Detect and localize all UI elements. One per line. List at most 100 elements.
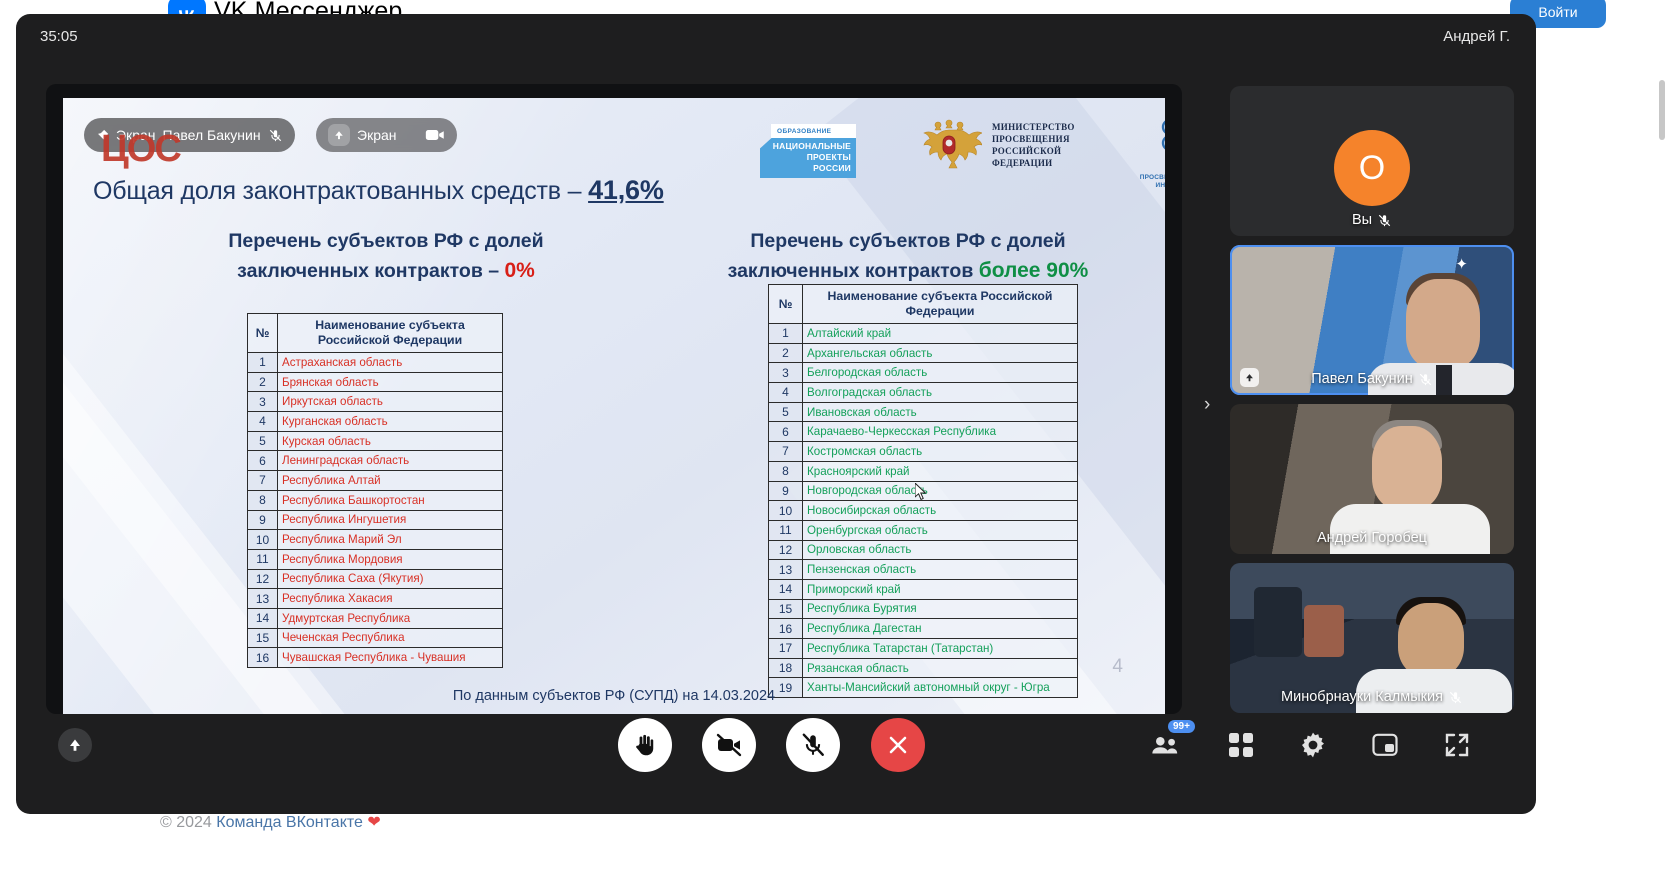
row-number: 10 (768, 500, 803, 521)
row-number: 7 (768, 441, 803, 462)
row-number: 11 (247, 548, 278, 570)
decor (1436, 365, 1452, 395)
row-subject-name: Оренбургская область (802, 519, 1078, 541)
row-number: 2 (247, 371, 278, 393)
row-number: 19 (768, 677, 803, 699)
left-title-line2: заключенных контрактов – (237, 260, 505, 282)
row-number: 11 (768, 519, 803, 541)
ministry-logo-text: МИНИСТЕРСТВО ПРОСВЕЩЕНИЯ РОССИЙСКОЙ ФЕДЕРАЦ… (992, 122, 1075, 168)
cpi-logo-text: ЦЕНТРПРОСВЕТИТЕЛЬСКИХИНИЦИАТИВ (1139, 174, 1165, 189)
layout-grid-button[interactable] (1224, 728, 1258, 762)
self-display-name: Андрей Г. (1443, 28, 1510, 45)
row-subject-name: Рязанская область (802, 657, 1078, 679)
participant-rail: О Вы ✦ Павел Бакунин (1230, 86, 1514, 722)
participant-tile-presenter[interactable]: ✦ Павел Бакунин (1230, 245, 1514, 395)
row-number: 5 (768, 401, 803, 423)
participant-tile-self[interactable]: О Вы (1230, 86, 1514, 236)
picture-in-picture-button[interactable] (1368, 728, 1402, 762)
table-row: 6 Карачаево-Черкесская Республика (768, 421, 1078, 443)
row-subject-name: Республика Хакасия (277, 588, 503, 609)
table-row: 1 Алтайский край (768, 323, 1078, 344)
row-subject-name: Новосибирская область (802, 500, 1078, 521)
np-logo-lines: НАЦИОНАЛЬНЫЕ ПРОЕКТЫ РОССИИ (760, 138, 856, 178)
left-column-title: Перечень субъектов РФ с долей заключенны… (196, 226, 576, 286)
double-headed-eagle-icon (923, 119, 982, 169)
table-row: 2 Брянская область (247, 371, 503, 393)
table-row: 18 Рязанская область (768, 657, 1078, 679)
footer-team-link[interactable]: Команда ВКонтакте (216, 814, 363, 831)
row-subject-name: Удмуртская Республика (277, 607, 503, 629)
row-subject-name: Ивановская область (802, 401, 1078, 423)
participant-tile-2[interactable]: Андрей Горобец (1230, 404, 1514, 554)
mic-off-icon (269, 129, 281, 141)
row-subject-name: Иркутская область (277, 391, 503, 413)
row-number: 13 (247, 588, 278, 609)
table-row: 12 Республика Саха (Якутия) (247, 568, 503, 590)
presenter-pill[interactable]: Экран Павел Бакунин (84, 118, 295, 152)
heading-percentage: 41,6% (588, 175, 664, 205)
row-number: 12 (768, 539, 803, 561)
table-body-left: 1 Астраханская область 2 Брянская область 3 И… (247, 352, 503, 668)
row-subject-name: Республика Мордовия (277, 548, 503, 570)
row-number: 8 (247, 489, 278, 511)
share-screen-button[interactable] (58, 728, 92, 762)
row-subject-name: Чеченская Республика (277, 627, 503, 649)
participant-name-row: Минобрнауки Калмыкия (1230, 689, 1514, 705)
column-header-num: № (247, 313, 278, 353)
camera-icon (425, 130, 444, 140)
row-number: 15 (247, 627, 278, 649)
row-subject-name: Новгородская область (802, 480, 1078, 502)
table-row: 7 Республика Алтай (247, 470, 503, 491)
shared-screen-area[interactable]: ОБРАЗОВАНИЕ НАЦИОНАЛЬНЫЕ ПРОЕКТЫ РОССИИ (46, 84, 1182, 714)
end-call-button[interactable] (871, 718, 925, 772)
decor (1398, 603, 1464, 677)
raise-hand-button[interactable] (618, 718, 672, 772)
row-number: 4 (768, 382, 803, 403)
row-subject-name: Красноярский край (802, 460, 1078, 482)
cpi-logo: ЦЕНТРПРОСВЕТИТЕЛЬСКИХИНИЦИАТИВ (1138, 114, 1165, 190)
table-row: 4 Курганская область (247, 411, 503, 432)
screen-share-indicator-icon (1240, 368, 1259, 387)
row-subject-name: Республика Татарстан (Татарстан) (802, 638, 1078, 659)
participant-tile-3[interactable]: Минобрнауки Калмыкия (1230, 563, 1514, 713)
rail-previous-arrow[interactable]: › (1204, 394, 1211, 415)
participant-name-row: Вы (1230, 212, 1514, 228)
fullscreen-button[interactable] (1440, 728, 1474, 762)
table-row: 13 Республика Хакасия (247, 588, 503, 609)
page-scrollbar[interactable] (1659, 80, 1665, 140)
table-row: 14 Приморский край (768, 578, 1078, 600)
decor (1330, 504, 1490, 554)
row-number: 2 (768, 342, 803, 364)
row-subject-name: Карачаево-Черкесская Республика (802, 421, 1078, 443)
decor (1304, 605, 1344, 657)
decor (1372, 426, 1442, 510)
table-row: 16 Чувашская Республика - Чувашия (247, 647, 503, 668)
table-row: 17 Республика Татарстан (Татарстан) (768, 638, 1078, 659)
mic-off-icon (1378, 214, 1391, 226)
camera-toggle-button[interactable] (702, 718, 756, 772)
table-row: 19 Ханты-Мансийский автономный округ - Юг… (768, 677, 1078, 699)
row-subject-name: Белгородская область (802, 362, 1078, 384)
row-number: 1 (247, 352, 278, 373)
cpi-clover-icon (1161, 120, 1165, 150)
table-row: 8 Красноярский край (768, 460, 1078, 482)
participants-button[interactable] (1142, 728, 1188, 762)
screen-share-pill[interactable]: Экран (316, 118, 457, 152)
row-number: 6 (768, 421, 803, 443)
row-number: 17 (768, 638, 803, 659)
row-subject-name: Алтайский край (802, 323, 1078, 344)
row-subject-name: Архангельская область (802, 342, 1078, 364)
row-number: 7 (247, 470, 278, 491)
microphone-toggle-button[interactable] (786, 718, 840, 772)
video-call-window: 35:05 Андрей Г. ОБРАЗОВАНИЕ НАЦИОНАЛЬНЫЕ… (16, 14, 1536, 814)
table-row: 1 Астраханская область (247, 352, 503, 373)
row-number: 14 (247, 607, 278, 629)
np-logo-tagline: ОБРАЗОВАНИЕ (771, 124, 856, 138)
presenter-pill-name: Павел Бакунин (162, 127, 261, 143)
right-column-title: Перечень субъектов РФ с долей заключенны… (698, 226, 1118, 286)
row-number: 8 (768, 460, 803, 482)
row-number: 5 (247, 430, 278, 452)
avatar: О (1334, 130, 1410, 206)
heading-prefix: Общая доля законтрактованных средств – (93, 177, 589, 205)
settings-button[interactable] (1296, 728, 1330, 762)
